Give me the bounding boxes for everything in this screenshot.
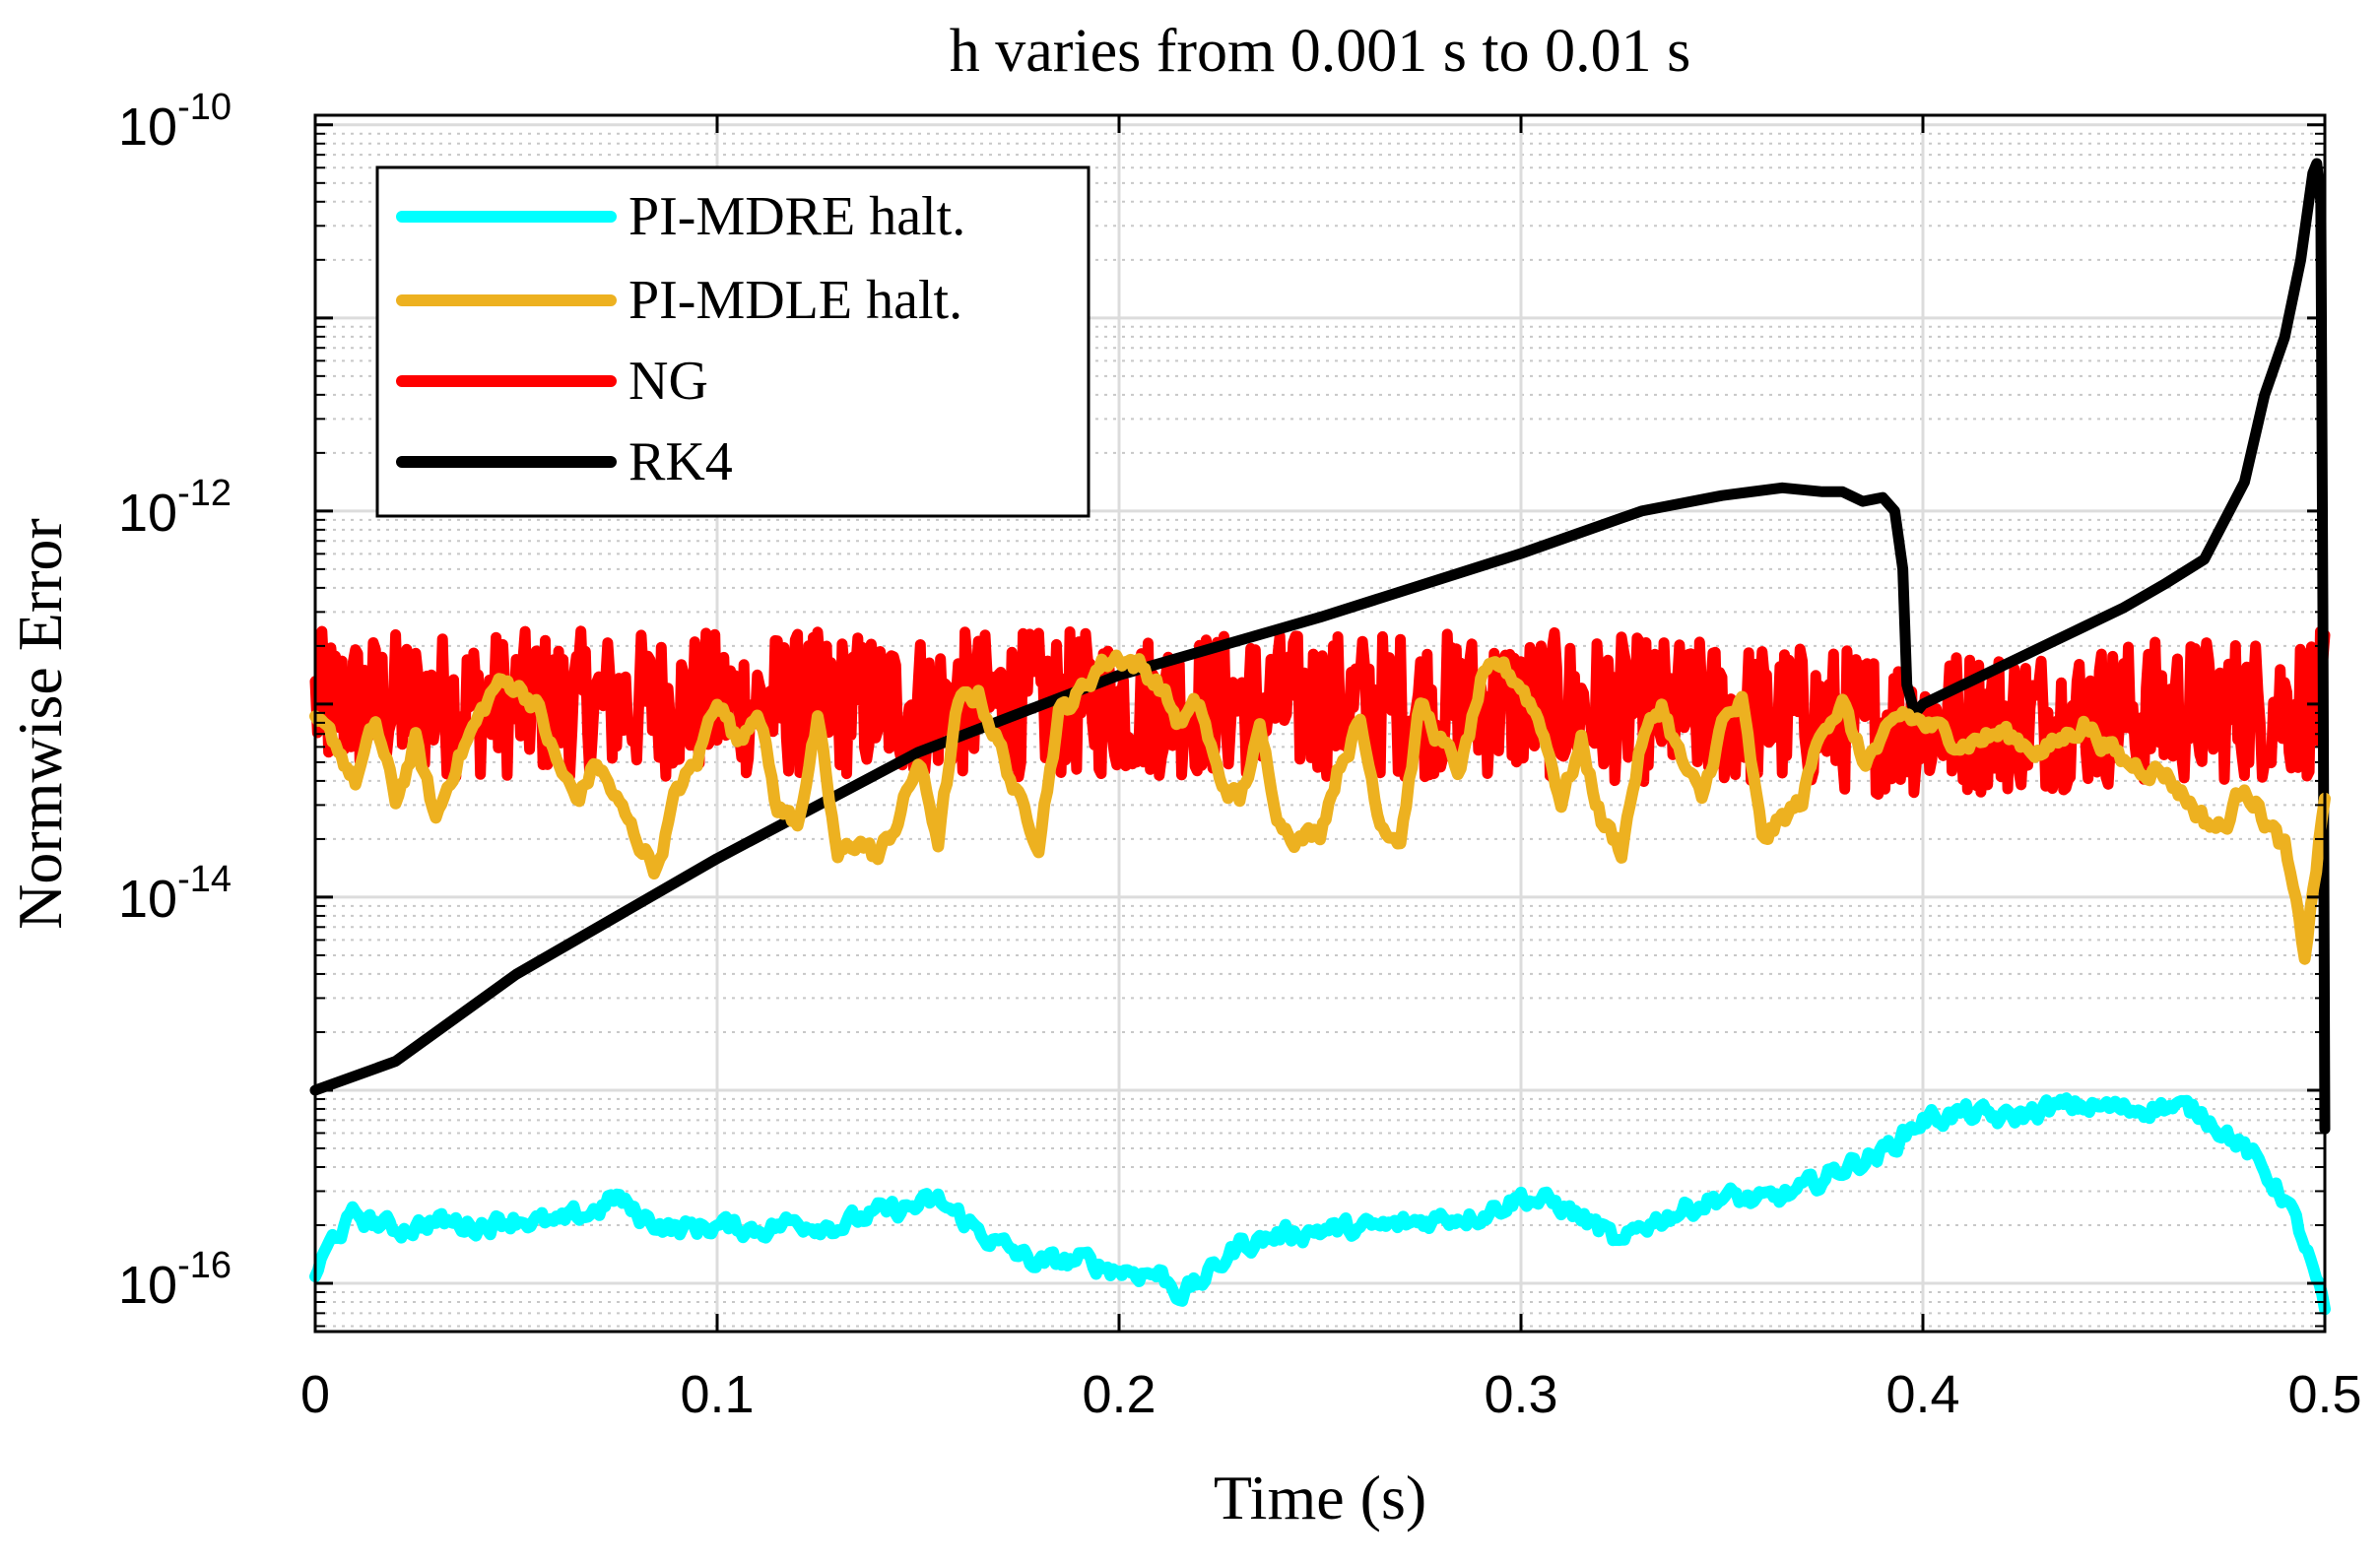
series-line-pi-mdle-halt <box>309 649 2331 965</box>
legend-label-rk4: RK4 <box>628 431 733 492</box>
series-line-pi-mdre-halt <box>309 1092 2331 1316</box>
y-tick-label: 10-14 <box>118 859 231 929</box>
x-axis-label: Time (s) <box>1214 1463 1426 1532</box>
legend-entry-ng: NG <box>396 351 708 412</box>
y-tick-label: 10-10 <box>118 87 231 157</box>
x-tick-label: 0.5 <box>2287 1365 2361 1424</box>
x-tick-label: 0.4 <box>1885 1365 1959 1424</box>
legend-label-ng: NG <box>628 351 708 412</box>
chart-title: h varies from 0.001 s to 0.01 s <box>950 18 1691 85</box>
y-tick-label: 10-12 <box>118 473 231 543</box>
x-tick-label: 0.3 <box>1484 1365 1557 1424</box>
y-tick-label: 10-16 <box>118 1245 231 1315</box>
series-line-ng <box>309 625 2331 800</box>
legend-entry-pi-mdle: PI-MDLE halt. <box>396 270 962 331</box>
legend-label-pi-mdle: PI-MDLE halt. <box>628 270 962 331</box>
legend-entry-pi-mdre: PI-MDRE halt. <box>396 186 965 247</box>
y-axis-label: Normwise Error <box>5 518 75 930</box>
y-tick-labels: 10-16 10-14 10-12 10-10 <box>118 87 231 1315</box>
legend: PI-MDRE halt. PI-MDLE halt. NG RK4 <box>375 165 1091 518</box>
x-tick-label: 0 <box>300 1365 330 1424</box>
series-layer <box>309 158 2331 1316</box>
axis-ticks <box>313 115 2327 1332</box>
legend-label-pi-mdre: PI-MDRE halt. <box>628 186 965 247</box>
x-tick-label: 0.1 <box>680 1365 754 1424</box>
x-tick-label: 0.2 <box>1082 1365 1156 1424</box>
x-tick-labels: 0 0.1 0.2 0.3 0.4 0.5 <box>300 1365 2362 1424</box>
series-line-rk4 <box>309 158 2331 1135</box>
legend-entry-rk4: RK4 <box>396 431 733 492</box>
